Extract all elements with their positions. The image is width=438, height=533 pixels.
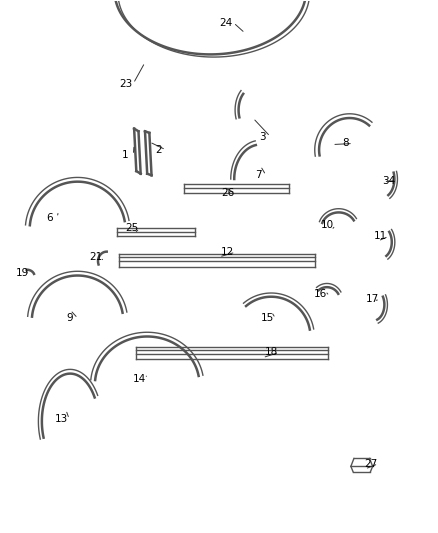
Text: 26: 26 — [221, 188, 234, 198]
Text: 8: 8 — [342, 139, 349, 149]
Text: 24: 24 — [219, 18, 232, 28]
Text: 9: 9 — [67, 313, 74, 324]
Text: 18: 18 — [265, 348, 278, 358]
Text: 34: 34 — [382, 175, 396, 185]
Text: 11: 11 — [374, 231, 388, 241]
Text: 13: 13 — [55, 414, 68, 424]
Text: 10: 10 — [321, 220, 334, 230]
Text: 16: 16 — [313, 289, 327, 299]
Text: 14: 14 — [133, 374, 146, 384]
Text: 15: 15 — [261, 313, 274, 324]
Text: 6: 6 — [46, 213, 53, 223]
Text: 21: 21 — [90, 252, 103, 262]
Text: 25: 25 — [125, 223, 138, 233]
Text: 12: 12 — [221, 247, 234, 257]
Text: 27: 27 — [364, 459, 377, 469]
Text: 2: 2 — [155, 145, 161, 155]
Text: 23: 23 — [119, 78, 132, 88]
Text: 19: 19 — [16, 268, 29, 278]
Text: 7: 7 — [255, 171, 261, 180]
Text: 1: 1 — [122, 150, 129, 160]
Text: 3: 3 — [259, 132, 266, 142]
Text: 17: 17 — [366, 294, 379, 304]
